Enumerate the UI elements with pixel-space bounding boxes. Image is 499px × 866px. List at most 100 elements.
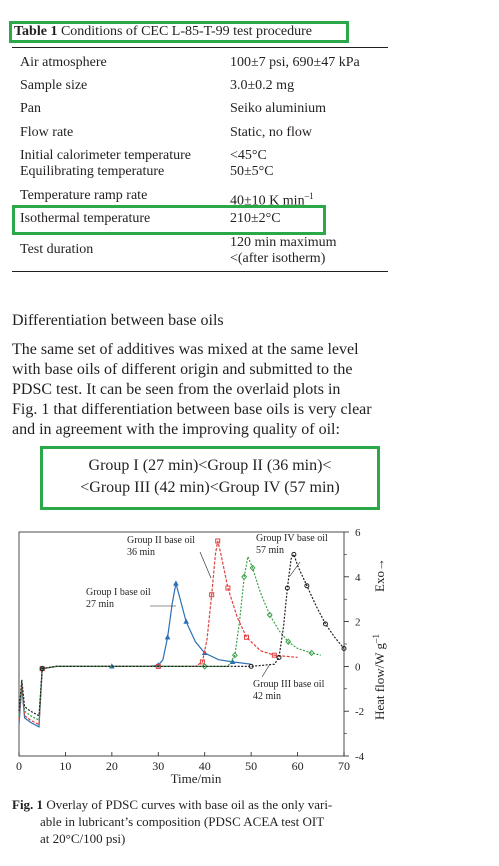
table-cell-value: 100±7 psi, 690±47 kPa <box>230 55 360 70</box>
y-tick-label: 6 <box>355 527 361 539</box>
series-line <box>18 540 298 726</box>
table-cell-param: Air atmosphere <box>20 55 107 70</box>
table-cell-param: Flow rate <box>20 125 74 140</box>
pdsc-chart: 0 10 20 30 40 50 60 70 -4 -2 0 2 4 6 Group I base oi… <box>16 527 387 786</box>
section-heading: Differentiation between base oils <box>12 312 224 329</box>
x-tick-label: 0 <box>16 759 22 773</box>
ranking-formula-box: Group I (27 min)<Group II (36 min)< <Gro… <box>40 446 380 510</box>
table-top-rule <box>12 47 388 48</box>
annotation-label: Group II base oil <box>127 535 195 546</box>
x-tick-label: 20 <box>106 759 118 773</box>
table-cell-value: 50±5°C <box>230 164 274 179</box>
data-point <box>276 654 282 660</box>
table-cell-param: Equilibrating temperature <box>20 164 165 179</box>
data-point <box>241 573 248 581</box>
table-cell-value: 120 min maximum <box>230 235 337 250</box>
paragraph-line: The same set of additives was mixed at t… <box>12 341 359 358</box>
annotation-label: 42 min <box>253 691 281 702</box>
annotation-label: Group I base oil <box>86 587 151 598</box>
paragraph-line: and in agreement with the improving qual… <box>12 421 340 438</box>
table-cell-value: <45°C <box>230 148 267 163</box>
x-tick-label: 60 <box>292 759 304 773</box>
table-cell-param: Test duration <box>20 242 94 257</box>
table-title: Table 1 Conditions of CEC L-85-T-99 test… <box>12 23 314 41</box>
plot-border <box>18 531 345 757</box>
x-tick-label: 10 <box>59 759 71 773</box>
paragraph-line: Fig. 1 that differentiation between base… <box>12 401 372 418</box>
y-tick-label: -2 <box>355 706 364 718</box>
table-cell-value: Static, no flow <box>230 125 313 140</box>
x-tick-label: 40 <box>199 759 211 773</box>
paragraph-line: PDSC test. It can be seen from the overl… <box>12 381 341 398</box>
series-line <box>18 552 345 717</box>
data-point <box>291 551 297 557</box>
data-point <box>164 634 171 640</box>
table-cell-value: 210±2°C <box>230 211 281 226</box>
y-axis-label-text: Heat flow/W g <box>372 642 387 720</box>
data-point <box>225 585 231 591</box>
table-cell-param: Initial calorimeter temperature <box>20 148 192 163</box>
data-point <box>201 663 208 670</box>
exo-label: Exo→ <box>372 558 387 592</box>
table-cell-value: 40±10 K min–1 <box>230 188 314 210</box>
annotation-label: 27 min <box>86 599 114 610</box>
annotation-leader <box>289 561 301 577</box>
data-point <box>183 618 189 624</box>
table-cell-value: <(after isotherm) <box>230 251 326 266</box>
data-point <box>341 645 347 651</box>
caption-line: able in lubricant’s composition (PDSC AC… <box>40 814 325 829</box>
table-title-highlight <box>9 21 349 43</box>
x-axis-label: Time/min <box>171 771 222 786</box>
isothermal-row-highlight <box>12 205 326 235</box>
data-point <box>173 580 179 586</box>
y-axis-label: Heat flow/W g–1 <box>371 634 387 720</box>
y-tick-label: 2 <box>355 617 361 629</box>
table-cell-param: Isothermal temperature <box>20 211 151 226</box>
series-line <box>18 583 252 728</box>
annotation-leader <box>261 663 271 678</box>
caption-line: at 20°C/100 psi) <box>40 831 126 846</box>
annotation-label: 57 min <box>256 545 284 556</box>
paragraph-line: with base oils of different origin and s… <box>12 361 353 378</box>
y-tick-label: 0 <box>355 661 361 673</box>
data-point <box>231 651 238 659</box>
y-tick-label: -4 <box>355 751 365 763</box>
data-point <box>248 663 254 669</box>
x-tick-label: 70 <box>338 759 350 773</box>
data-point <box>304 583 310 589</box>
data-point <box>249 564 256 572</box>
table-label: Table 1 <box>14 24 58 39</box>
series-layer <box>18 538 347 728</box>
y-axis: -4 -2 0 2 4 6 <box>344 527 365 763</box>
x-axis: 0 10 20 30 40 50 60 70 <box>16 752 350 773</box>
data-point <box>285 638 292 645</box>
table-cell-param: Sample size <box>20 78 88 93</box>
data-point <box>266 611 273 619</box>
formula-line: <Group III (42 min)<Group IV (57 min) <box>80 479 340 496</box>
table-cell-param: Temperature ramp rate <box>20 188 148 203</box>
caption-label: Fig. 1 <box>12 797 44 812</box>
caption-text: Overlay of PDSC curves with base oil as … <box>46 797 333 812</box>
data-point <box>215 538 221 544</box>
x-tick-label: 50 <box>245 759 257 773</box>
caption-line: Fig. 1 Overlay of PDSC curves with base … <box>12 796 392 813</box>
y-axis-label-exponent: –1 <box>371 634 381 644</box>
series-line <box>18 554 321 722</box>
y-tick-label: 4 <box>355 572 361 584</box>
data-point <box>284 585 290 591</box>
section-paragraph: The same set of additives was mixed at t… <box>12 340 392 440</box>
annotation-leader <box>199 551 212 579</box>
annotation-label: Group III base oil <box>253 679 325 690</box>
data-point <box>209 592 215 598</box>
ramp-rate-exponent: –1 <box>304 191 314 201</box>
table-cell-value: 3.0±0.2 mg <box>230 78 295 93</box>
table-cell-param: Pan <box>20 101 41 116</box>
data-point <box>199 659 205 665</box>
ramp-rate-value: 40±10 K min <box>230 193 305 209</box>
x-tick-label: 30 <box>152 759 164 773</box>
plot-frame <box>18 531 345 757</box>
formula-line: Group I (27 min)<Group II (36 min)< <box>88 457 332 474</box>
figure-caption: Fig. 1 Overlay of PDSC curves with base … <box>12 796 392 847</box>
data-point <box>322 621 328 627</box>
